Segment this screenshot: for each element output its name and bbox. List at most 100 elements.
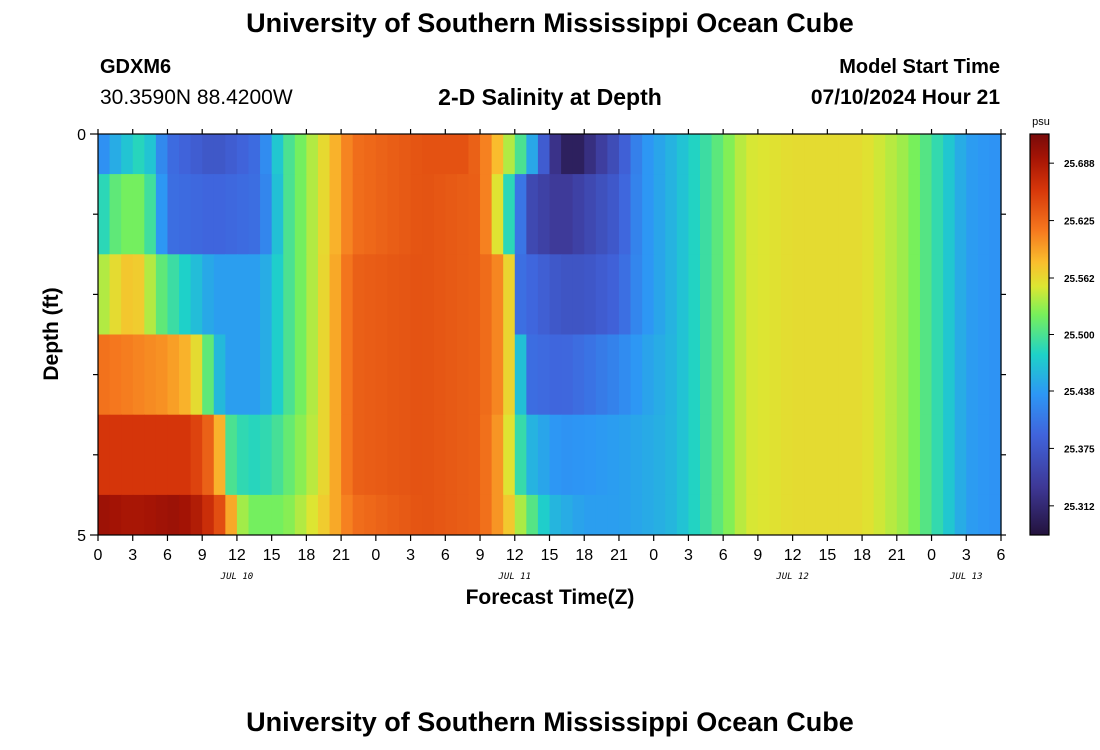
heatmap-cell [792, 494, 805, 536]
heatmap-cell [653, 334, 666, 416]
heatmap-cell [676, 494, 690, 536]
heatmap-cell [132, 414, 145, 496]
heatmap-cell [526, 334, 539, 416]
x-tick-label: 18 [575, 547, 593, 564]
x-tick-label: 0 [94, 547, 103, 564]
heatmap-cell [607, 334, 620, 416]
heatmap-cell [352, 174, 365, 255]
heatmap-cell [781, 334, 794, 416]
heatmap-cell [769, 174, 782, 255]
heatmap-cell [954, 254, 967, 335]
colorbar-tick-label: 25.500 [1064, 331, 1095, 342]
heatmap-cell [977, 254, 991, 335]
heatmap-cell [572, 254, 585, 335]
heatmap-cell [792, 334, 805, 416]
heatmap-cell [503, 134, 516, 175]
heatmap-cell [260, 494, 273, 536]
x-tick-label: 0 [649, 547, 658, 564]
heatmap-cell [399, 334, 412, 416]
date-label: JUL 13 [949, 572, 983, 582]
heatmap-cell [98, 414, 111, 496]
heatmap-cell [283, 254, 296, 335]
heatmap-cell [549, 134, 562, 175]
heatmap-cell [132, 334, 145, 416]
heatmap-cell [480, 254, 493, 335]
heatmap-cell [688, 254, 701, 335]
heatmap-cell [317, 174, 331, 255]
heatmap-cell [572, 174, 585, 255]
heatmap-cell [167, 334, 180, 416]
y-axis-ticks: 05 [77, 127, 1006, 545]
heatmap-cell [317, 334, 331, 416]
heatmap-cell [850, 494, 863, 536]
heatmap-cell [653, 254, 666, 335]
heatmap-cell [202, 134, 215, 175]
heatmap-cell [966, 414, 979, 496]
heatmap-cell [225, 414, 238, 496]
heatmap-cell [873, 174, 886, 255]
heatmap-cell [190, 174, 203, 255]
heatmap-cell [155, 334, 169, 416]
heatmap-cell [433, 414, 446, 496]
heatmap-cell [676, 174, 690, 255]
heatmap-cell [769, 494, 782, 536]
heatmap-cell [757, 334, 771, 416]
colorbar-tick-label: 25.375 [1064, 444, 1095, 455]
heatmap-cell [179, 494, 192, 536]
heatmap-cell [294, 134, 307, 175]
heatmap-cell [943, 334, 956, 416]
heatmap-cell [526, 254, 539, 335]
heatmap-cell [954, 414, 967, 496]
heatmap-cell [885, 134, 898, 175]
date-label: JUL 12 [775, 572, 809, 582]
heatmap-cell [711, 494, 724, 536]
heatmap-cell [618, 494, 632, 536]
heatmap-cell [815, 254, 828, 335]
heatmap-cell [618, 414, 632, 496]
heatmap-cell [132, 494, 145, 536]
x-axis-label: Forecast Time(Z) [466, 586, 635, 609]
heatmap-cell [873, 494, 886, 536]
heatmap-cell [873, 414, 886, 496]
chart-title-top: University of Southern Mississippi Ocean… [246, 8, 854, 38]
heatmap-cell [213, 494, 226, 536]
heatmap-cell [456, 494, 470, 536]
heatmap-cell [781, 174, 794, 255]
heatmap-cell [306, 414, 319, 496]
heatmap-cell [734, 174, 747, 255]
heatmap-cell [931, 134, 944, 175]
heatmap-cell [896, 174, 909, 255]
heatmap-cell [410, 334, 423, 416]
heatmap-cell [155, 134, 169, 175]
heatmap-cell [561, 494, 574, 536]
heatmap-cell [213, 134, 226, 175]
heatmap-cell [885, 334, 898, 416]
heatmap-cell [734, 134, 747, 175]
heatmap-cell [723, 494, 736, 536]
heatmap-cell [468, 334, 481, 416]
heatmap-cell [688, 494, 701, 536]
heatmap-cell [838, 334, 852, 416]
heatmap-cell [236, 494, 250, 536]
heatmap-cell [954, 174, 967, 255]
heatmap-cell [144, 494, 157, 536]
heatmap-cell [943, 134, 956, 175]
heatmap-cell [977, 174, 991, 255]
heatmap-cell [734, 254, 747, 335]
heatmap-cell [167, 174, 180, 255]
heatmap-cell [399, 494, 412, 536]
heatmap-cell [155, 414, 169, 496]
heatmap-cell [98, 254, 111, 335]
heatmap-cell [375, 174, 389, 255]
heatmap-cell [537, 134, 551, 175]
heatmap-cell [977, 414, 991, 496]
heatmap-cell [757, 134, 771, 175]
heatmap-cell [873, 334, 886, 416]
heatmap-cell [132, 254, 145, 335]
heatmap-cell [341, 414, 354, 496]
heatmap-cell [144, 254, 157, 335]
heatmap-cell [711, 414, 724, 496]
heatmap-cell [630, 174, 643, 255]
heatmap-cell [966, 254, 979, 335]
heatmap-cell [862, 134, 875, 175]
